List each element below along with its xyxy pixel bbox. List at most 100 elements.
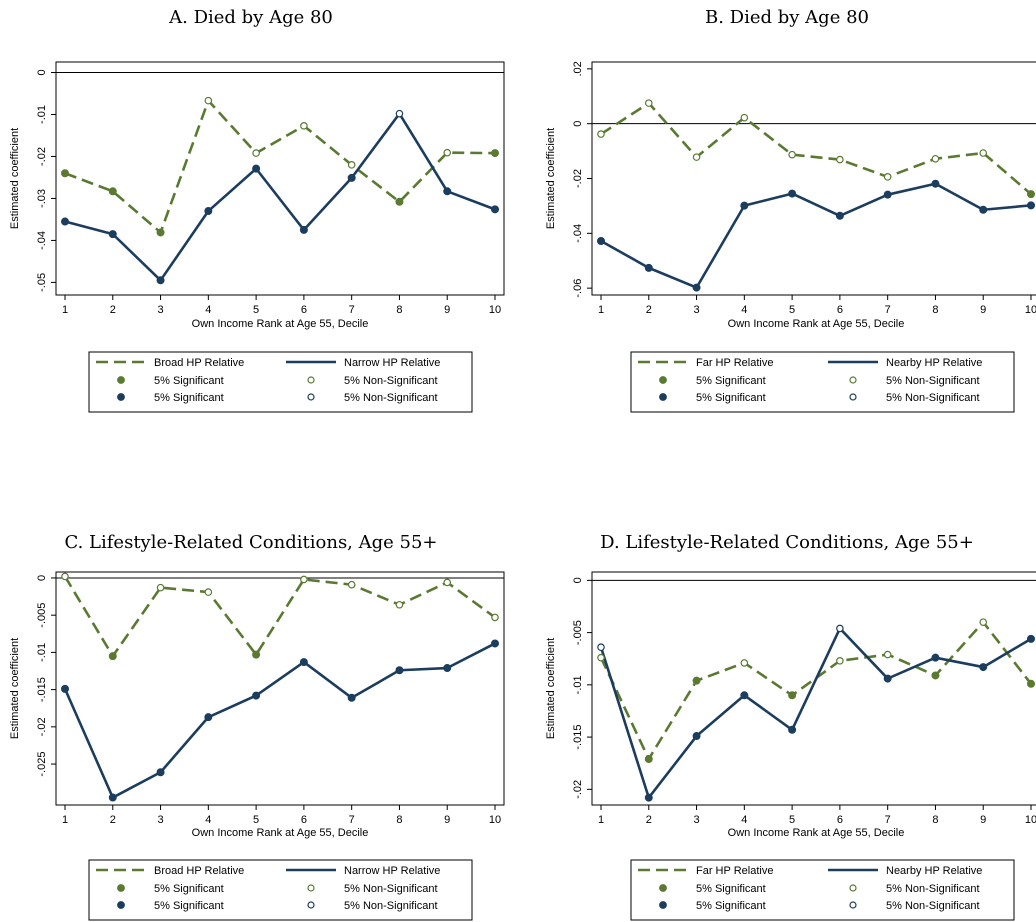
legend-label: 5% Non-Significant xyxy=(344,883,438,895)
data-point xyxy=(597,130,605,138)
data-point xyxy=(443,187,452,196)
data-point xyxy=(395,109,404,118)
chart-panel-c: C. Lifestyle-Related Conditions, Age 55+… xyxy=(9,532,505,921)
data-point xyxy=(108,230,117,239)
x-tick-label: 10 xyxy=(489,814,501,826)
y-tick-label: -.02 xyxy=(36,717,48,736)
legend-marker-filled xyxy=(117,901,125,909)
chart-title: C. Lifestyle-Related Conditions, Age 55+ xyxy=(64,532,437,553)
data-point xyxy=(836,155,844,164)
legend-label: Far HP Relative xyxy=(696,357,773,369)
y-tick-label: -.02 xyxy=(572,780,584,799)
x-tick-label: 9 xyxy=(444,814,450,826)
x-tick-label: 8 xyxy=(396,814,402,826)
data-point xyxy=(204,588,213,596)
y-tick-label: -.06 xyxy=(572,279,584,298)
data-point xyxy=(979,618,988,626)
legend-label: Nearby HP Relative xyxy=(886,357,982,369)
y-tick-label: -.02 xyxy=(572,169,584,188)
y-tick-label: -.04 xyxy=(36,231,48,250)
data-point xyxy=(490,205,499,214)
legend-marker-hollow xyxy=(849,901,857,909)
x-tick-label: 1 xyxy=(598,304,604,316)
data-point xyxy=(931,671,940,680)
data-point xyxy=(204,96,213,105)
y-tick-label: -.02 xyxy=(36,147,48,166)
data-point xyxy=(788,189,797,198)
data-point xyxy=(108,187,117,196)
data-point xyxy=(300,575,308,584)
legend-box xyxy=(88,351,473,413)
y-axis-label: Estimated coefficient xyxy=(9,128,21,229)
data-point xyxy=(443,148,452,157)
plot-frame xyxy=(591,571,1036,806)
legend: Far HP Relative Nearby HP Relative 5% Sign… xyxy=(630,351,1015,413)
x-tick-label: 2 xyxy=(110,304,116,316)
data-point xyxy=(1027,679,1036,688)
legend-marker-hollow xyxy=(849,393,857,401)
data-point xyxy=(836,624,844,633)
x-tick-label: 6 xyxy=(301,814,307,826)
x-tick-label: 4 xyxy=(741,304,747,316)
data-point xyxy=(597,653,605,662)
legend-marker-hollow xyxy=(849,884,857,892)
data-point xyxy=(1027,634,1036,643)
data-point xyxy=(979,663,988,672)
legend-marker-filled xyxy=(117,884,125,892)
legend: Broad HP Relative Narrow HP Relative 5% Si… xyxy=(88,351,473,413)
y-tick-label: -.03 xyxy=(36,189,48,208)
data-point xyxy=(300,122,308,130)
data-point xyxy=(931,154,940,163)
legend-marker-hollow xyxy=(307,884,315,892)
x-axis-label: Own Income Rank at Age 55, Decile xyxy=(728,827,905,839)
legend-label: 5% Non-Significant xyxy=(344,392,438,404)
x-tick-label: 5 xyxy=(789,304,795,316)
series-line-green xyxy=(64,99,496,234)
x-tick-label: 3 xyxy=(157,814,163,826)
y-axis-label: Estimated coefficient xyxy=(9,638,21,739)
y-tick-label: 0 xyxy=(36,69,48,75)
data-point xyxy=(61,169,70,178)
legend-marker-filled xyxy=(117,376,125,384)
x-tick-label: 2 xyxy=(646,304,652,316)
x-tick-label: 3 xyxy=(693,304,699,316)
legend-marker-hollow xyxy=(307,393,315,401)
data-point xyxy=(395,197,404,206)
chart-title: D. Lifestyle-Related Conditions, Age 55+ xyxy=(600,532,974,553)
y-tick-label: -.025 xyxy=(36,752,48,777)
data-point xyxy=(61,217,70,226)
x-tick-label: 4 xyxy=(741,814,747,826)
data-point xyxy=(108,793,117,802)
data-point xyxy=(395,600,404,609)
legend-label: 5% Non-Significant xyxy=(344,900,438,912)
y-tick-label: -.01 xyxy=(572,675,584,694)
y-axis-label: Estimated coefficient xyxy=(545,638,557,739)
chart-panel-d: D. Lifestyle-Related Conditions, Age 55+… xyxy=(545,532,1036,921)
legend-marker-hollow xyxy=(307,376,315,384)
x-tick-label: 5 xyxy=(253,304,259,316)
y-tick-label: -.005 xyxy=(36,603,48,628)
legend-marker-filled xyxy=(659,376,667,384)
data-point xyxy=(61,684,70,693)
y-tick-label: -.04 xyxy=(572,224,584,243)
data-point xyxy=(644,99,653,107)
data-point xyxy=(1027,201,1036,210)
data-point xyxy=(204,207,213,216)
data-point xyxy=(347,693,356,702)
x-tick-label: 7 xyxy=(885,304,891,316)
x-tick-label: 9 xyxy=(980,304,986,316)
data-point xyxy=(692,283,701,292)
x-tick-label: 10 xyxy=(1025,814,1036,826)
x-tick-label: 3 xyxy=(157,304,163,316)
series-line-navy xyxy=(599,627,1032,799)
data-point xyxy=(692,676,701,685)
legend-marker-hollow xyxy=(849,376,857,384)
data-point xyxy=(252,650,261,659)
data-point xyxy=(931,653,940,662)
data-point xyxy=(156,768,165,777)
legend: Broad HP Relative Narrow HP Relative 5% Si… xyxy=(88,859,473,921)
data-point xyxy=(347,173,356,182)
legend-label: Broad HP Relative xyxy=(154,357,244,369)
data-point xyxy=(788,691,797,700)
data-point xyxy=(740,691,749,700)
